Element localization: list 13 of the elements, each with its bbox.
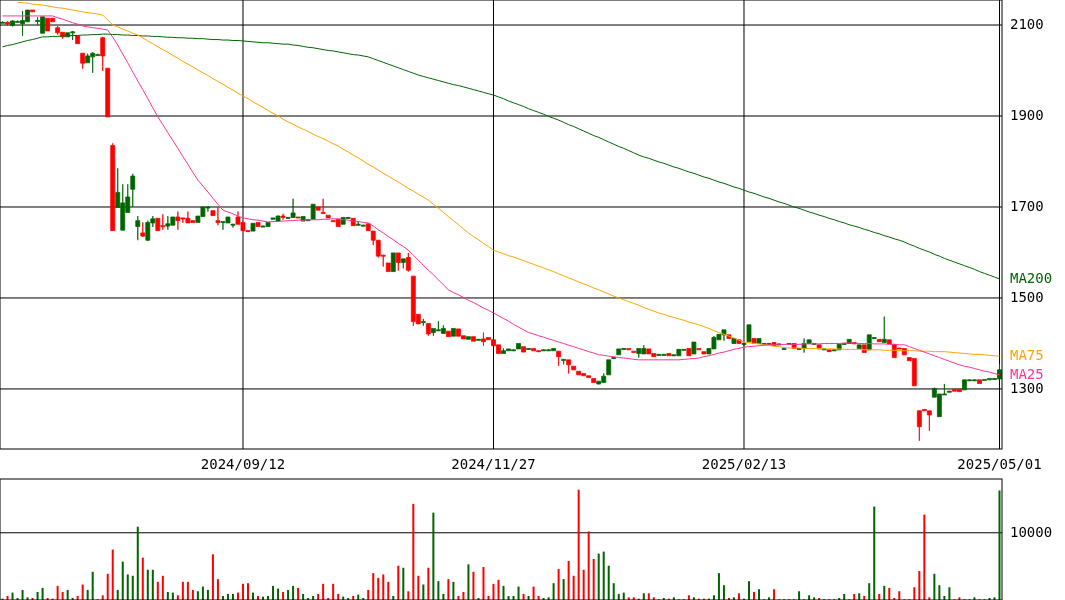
y-tick-label: 1900 — [1010, 107, 1044, 123]
series-label: MA75 — [1010, 347, 1044, 364]
series-label: MA200 — [1010, 269, 1053, 286]
x-tick-label: 2025/02/13 — [701, 456, 787, 472]
x-tick-label: 2025/05/01 — [957, 456, 1042, 472]
y-tick-label: 1300 — [1010, 379, 1044, 396]
y-tick-label: 1700 — [1010, 197, 1044, 214]
x-tick-label: 2024/11/27 — [451, 456, 536, 472]
y-tick-label: 1500 — [1010, 288, 1044, 305]
y-tick-label: 2100 — [1010, 16, 1044, 33]
series-label: MA25 — [1010, 365, 1044, 382]
y-tick-label: 10000 — [1010, 523, 1053, 540]
x-tick-label: 2024/09/12 — [200, 456, 286, 472]
